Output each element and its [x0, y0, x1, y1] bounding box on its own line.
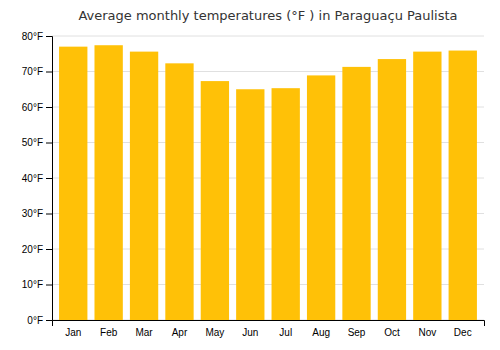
- y-tick-label: 10°F: [22, 279, 43, 290]
- x-axis: Jan Feb Mar Apr May Jun Jul Aug Sep Oct Nov Dec: [53, 321, 485, 339]
- x-tick-label: May: [205, 327, 224, 338]
- plot-area: 0°F 10°F 20°F 30°F 40°F 50°F 60°F 70°F 80°F Jan Fe…: [22, 31, 485, 338]
- x-tick-label: Oct: [384, 327, 400, 338]
- x-tick: Apr: [172, 327, 188, 338]
- x-tick: Dec: [454, 327, 472, 338]
- bar: [307, 75, 335, 320]
- y-tick: 20°F: [22, 244, 52, 255]
- y-tick: 0°F: [27, 315, 52, 326]
- y-axis-line: [46, 37, 53, 321]
- bar: [272, 88, 300, 320]
- y-tick-mark: [46, 285, 52, 286]
- bar: [165, 63, 193, 320]
- y-tick-mark: [46, 107, 52, 108]
- y-tick-mark: [46, 36, 52, 37]
- y-tick-label: 20°F: [22, 244, 43, 255]
- bar: [201, 81, 229, 320]
- x-tick-label: Dec: [454, 327, 472, 338]
- grid: [52, 36, 484, 320]
- y-tick-mark: [46, 72, 52, 73]
- x-tick: May: [205, 327, 224, 338]
- y-tick-label: 30°F: [22, 208, 43, 219]
- y-tick-label: 40°F: [22, 173, 43, 184]
- y-tick-mark: [46, 214, 52, 215]
- y-tick-label: 60°F: [22, 102, 43, 113]
- bar: [130, 52, 158, 320]
- y-tick-mark: [46, 320, 52, 321]
- x-tick: Jan: [65, 327, 81, 338]
- y-tick: 80°F: [22, 31, 52, 42]
- y-tick: 50°F: [22, 137, 52, 148]
- y-tick: 70°F: [22, 66, 52, 77]
- x-tick: Feb: [100, 327, 118, 338]
- x-tick-label: Jul: [279, 327, 292, 338]
- y-tick: 60°F: [22, 102, 52, 113]
- x-tick: Sep: [348, 327, 366, 338]
- y-tick-label: 0°F: [27, 315, 43, 326]
- y-tick: 30°F: [22, 208, 52, 219]
- x-tick-label: Jan: [65, 327, 81, 338]
- x-tick-label: Feb: [100, 327, 118, 338]
- title: Average monthly temperatures (°F ) in Pa…: [78, 8, 457, 23]
- bar: [59, 47, 87, 320]
- x-tick-label: Apr: [172, 327, 188, 338]
- y-tick: 10°F: [22, 279, 52, 290]
- bar: [413, 52, 441, 320]
- bar: [342, 67, 370, 320]
- x-tick: Nov: [418, 327, 436, 338]
- x-tick: Oct: [384, 327, 400, 338]
- bars: [59, 45, 477, 320]
- y-tick-label: 70°F: [22, 66, 43, 77]
- x-tick-label: Jun: [242, 327, 258, 338]
- y-tick-label: 80°F: [22, 31, 43, 42]
- grid-line: [52, 36, 484, 37]
- y-tick-mark: [46, 178, 52, 179]
- bar: [449, 51, 477, 320]
- bar: [236, 89, 264, 320]
- x-tick-label: Nov: [418, 327, 436, 338]
- y-tick-mark: [46, 249, 52, 250]
- x-tick: Mar: [135, 327, 153, 338]
- x-tick-label: Aug: [312, 327, 330, 338]
- x-tick: Aug: [312, 327, 330, 338]
- y-axis: 0°F 10°F 20°F 30°F 40°F 50°F 60°F 70°F 80°F: [22, 31, 53, 326]
- y-tick: 40°F: [22, 173, 52, 184]
- chart: 0°F 10°F 20°F 30°F 40°F 50°F 60°F 70°F 80°F Jan Fe…: [0, 0, 500, 350]
- bar: [94, 45, 122, 320]
- y-tick-label: 50°F: [22, 137, 43, 148]
- x-tick-label: Sep: [348, 327, 366, 338]
- x-tick: Jul: [279, 327, 292, 338]
- x-axis-line: [53, 321, 485, 327]
- bar: [378, 59, 406, 320]
- x-tick: Jun: [242, 327, 258, 338]
- x-tick-label: Mar: [135, 327, 153, 338]
- y-tick-mark: [46, 143, 52, 144]
